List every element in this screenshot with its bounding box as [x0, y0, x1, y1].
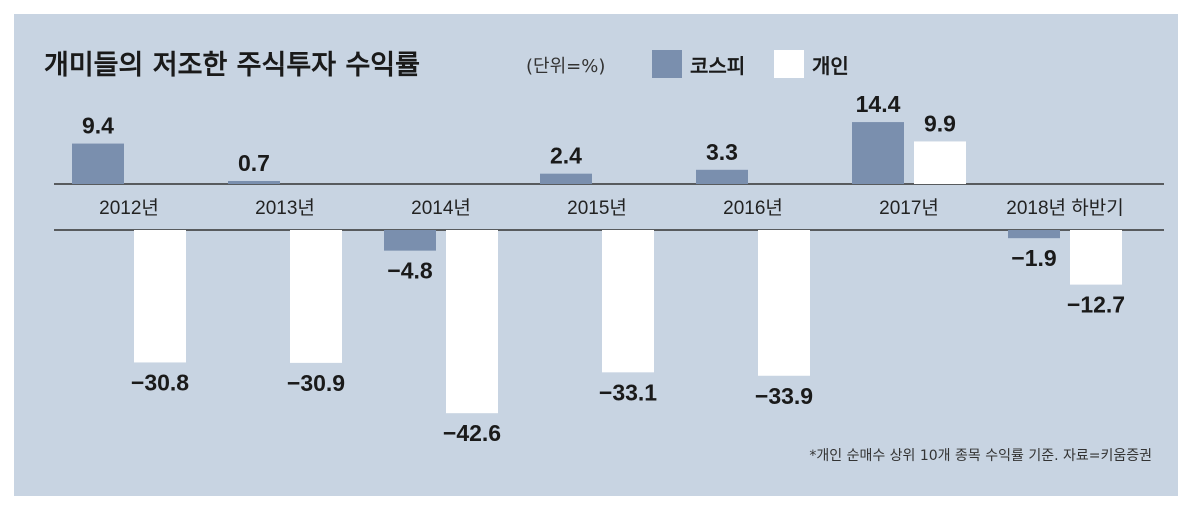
category-label-2: 2014년 [411, 197, 471, 219]
bar-chart: 개미들의 저조한 주식투자 수익률 (단위=%) 코스피 개인 2012년 201… [44, 50, 1164, 464]
value-label-kospi-4: 3.3 [706, 139, 738, 165]
value-label-kospi-6: −1.9 [1011, 245, 1056, 271]
bar-kospi-4 [696, 169, 748, 184]
category-label-4: 2016년 [723, 197, 783, 219]
bar-individual-3 [602, 230, 654, 373]
bar-individual-6 [1070, 230, 1122, 285]
legend-swatch-kospi [652, 50, 682, 78]
value-label-individual-2: −42.6 [443, 420, 501, 446]
bars-layer [72, 122, 1122, 414]
category-label-5: 2017년 [879, 197, 939, 219]
bar-kospi-1 [228, 180, 280, 184]
value-label-individual-1: −30.9 [287, 370, 345, 396]
bar-kospi-2 [384, 230, 436, 251]
bar-individual-0 [134, 230, 186, 363]
source-note: *개인 순매수 상위 10개 종목 수익률 기준. 자료=키움증권 [809, 448, 1152, 464]
bar-individual-1 [290, 230, 342, 363]
value-label-individual-6: −12.7 [1067, 292, 1125, 318]
category-label-0: 2012년 [99, 197, 159, 219]
value-label-kospi-1: 0.7 [238, 150, 270, 176]
bar-individual-2 [446, 230, 498, 414]
legend-swatch-individual [774, 50, 804, 78]
value-label-individual-4: −33.9 [755, 383, 813, 409]
tick-labels: 2012년 2013년 2014년 2015년 2016년 2017년 2018년 하반기 [99, 197, 1124, 219]
legend-label-kospi: 코스피 [690, 54, 745, 78]
value-label-kospi-0: 9.4 [82, 113, 114, 139]
value-label-individual-0: −30.8 [131, 369, 189, 395]
category-label-1: 2013년 [255, 197, 315, 219]
bar-kospi-5 [852, 122, 904, 184]
value-label-kospi-2: −4.8 [387, 258, 433, 284]
value-labels: 9.4 −30.8 0.7 −30.9 −4.8 −42.6 2.4 −33.1 3.3 −33.… [82, 91, 1125, 446]
legend-label-individual: 개인 [812, 54, 849, 78]
value-label-individual-3: −33.1 [599, 379, 657, 405]
bar-kospi-0 [72, 143, 124, 184]
category-label-3: 2015년 [567, 197, 627, 219]
value-label-kospi-5: 14.4 [856, 91, 901, 117]
bar-kospi-3 [540, 173, 592, 184]
chart-card: 개미들의 저조한 주식투자 수익률 (단위=%) 코스피 개인 2012년 201… [14, 14, 1178, 496]
value-label-individual-5: 9.9 [924, 110, 956, 136]
category-label-6: 2018년 하반기 [1006, 197, 1123, 219]
bar-kospi-6 [1008, 230, 1060, 239]
bar-individual-4 [758, 230, 810, 376]
legend: 코스피 개인 [652, 50, 849, 78]
bar-individual-5 [914, 141, 966, 184]
value-label-kospi-3: 2.4 [550, 143, 582, 169]
chart-title: 개미들의 저조한 주식투자 수익률 [44, 50, 420, 81]
chart-unit: (단위=%) [526, 56, 605, 77]
